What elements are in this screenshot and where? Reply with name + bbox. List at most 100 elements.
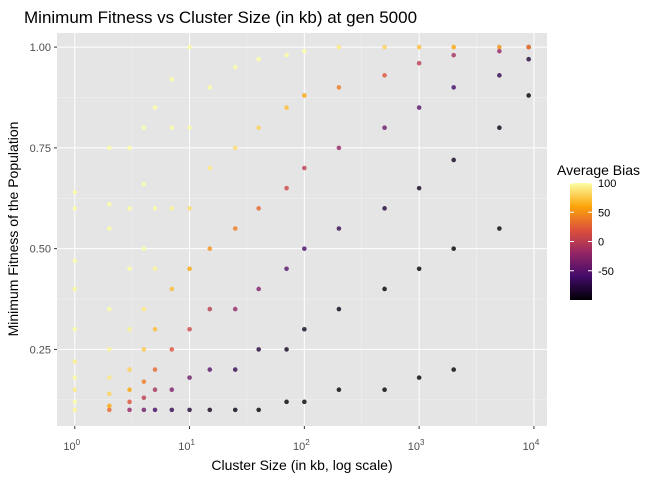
scatter-point bbox=[336, 44, 342, 50]
scatter-point bbox=[169, 347, 175, 352]
scatter-points bbox=[72, 44, 531, 413]
scatter-point bbox=[169, 206, 175, 211]
y-tick-label: 0.50 bbox=[30, 244, 51, 256]
scatter-point bbox=[72, 359, 78, 364]
scatter-point bbox=[302, 399, 307, 405]
scatter-point bbox=[302, 165, 307, 171]
scatter-point bbox=[187, 266, 192, 272]
scatter-point bbox=[256, 286, 261, 292]
colorbar-tick-label: 100 bbox=[598, 178, 616, 190]
scatter-point bbox=[187, 44, 192, 50]
scatter-point bbox=[141, 125, 147, 131]
x-tick-label: 100 bbox=[63, 438, 80, 453]
scatter-point bbox=[232, 367, 238, 372]
scatter-point bbox=[232, 226, 238, 231]
colorbar-tick-label: 0 bbox=[598, 237, 604, 249]
scatter-point bbox=[207, 165, 213, 171]
scatter-point bbox=[497, 226, 502, 231]
scatter-point bbox=[169, 77, 175, 82]
scatter-point bbox=[284, 266, 289, 272]
scatter-point bbox=[526, 93, 531, 98]
scatter-point bbox=[72, 258, 78, 264]
scatter-point bbox=[152, 387, 158, 393]
scatter-point bbox=[107, 145, 112, 151]
scatter-point bbox=[284, 399, 289, 405]
scatter-point bbox=[336, 306, 342, 312]
scatter-point bbox=[72, 387, 78, 393]
chart-title: Minimum Fitness vs Cluster Size (in kb) … bbox=[24, 8, 417, 27]
scatter-point bbox=[256, 407, 261, 413]
scatter-point bbox=[107, 202, 112, 207]
scatter-point bbox=[72, 189, 78, 195]
scatter-point bbox=[187, 326, 192, 332]
scatter-point bbox=[382, 125, 387, 131]
scatter-point bbox=[127, 367, 132, 372]
scatter-point bbox=[416, 266, 422, 272]
scatter-point bbox=[152, 407, 158, 413]
scatter-point bbox=[187, 375, 192, 380]
scatter-point bbox=[302, 93, 307, 98]
scatter-point bbox=[152, 326, 158, 332]
colorbar-tick-label: -50 bbox=[598, 266, 614, 278]
scatter-point bbox=[152, 105, 158, 110]
scatter-point bbox=[141, 306, 147, 312]
scatter-point bbox=[127, 266, 132, 272]
scatter-point bbox=[72, 375, 78, 380]
scatter-point bbox=[284, 105, 289, 110]
y-tick-label: 0.75 bbox=[30, 143, 51, 155]
x-axis-ticks: 100 101 102 103 104 bbox=[63, 426, 540, 453]
scatter-point bbox=[169, 286, 175, 292]
scatter-point bbox=[416, 375, 422, 380]
scatter-point bbox=[497, 48, 502, 54]
scatter-point bbox=[232, 64, 238, 70]
y-tick-label: 0.25 bbox=[30, 344, 51, 356]
scatter-point bbox=[256, 56, 261, 62]
scatter-point bbox=[107, 306, 112, 312]
scatter-point bbox=[336, 85, 342, 90]
scatter-point bbox=[497, 73, 502, 78]
scatter-point bbox=[451, 367, 456, 372]
scatter-point bbox=[256, 347, 261, 352]
scatter-point bbox=[232, 407, 238, 413]
scatter-point bbox=[72, 407, 78, 413]
scatter-point bbox=[284, 347, 289, 352]
scatter-point bbox=[127, 206, 132, 211]
x-tick-label: 101 bbox=[178, 438, 195, 453]
y-tick-label: 1.00 bbox=[30, 42, 51, 54]
scatter-point bbox=[207, 367, 213, 372]
scatter-point bbox=[127, 399, 132, 405]
scatter-point bbox=[284, 52, 289, 58]
scatter-point bbox=[187, 206, 192, 211]
scatter-point bbox=[526, 56, 531, 62]
scatter-point bbox=[416, 105, 422, 110]
scatter-point bbox=[451, 85, 456, 90]
scatter-point bbox=[302, 48, 307, 54]
scatter-point bbox=[382, 206, 387, 211]
scatter-point bbox=[526, 44, 531, 50]
scatter-point bbox=[336, 145, 342, 151]
scatter-point bbox=[72, 286, 78, 292]
scatter-point bbox=[336, 226, 342, 231]
scatter-point bbox=[141, 246, 147, 251]
y-axis-ticks: 0.25 0.50 0.75 1.00 bbox=[30, 42, 57, 356]
plot-panel bbox=[57, 33, 547, 426]
scatter-point bbox=[169, 125, 175, 131]
scatter-point bbox=[169, 407, 175, 413]
scatter-point bbox=[72, 206, 78, 211]
scatter-point bbox=[284, 185, 289, 191]
scatter-point bbox=[169, 387, 175, 393]
scatter-point bbox=[207, 306, 213, 312]
scatter-point bbox=[232, 145, 238, 151]
scatter-point bbox=[382, 286, 387, 292]
scatter-point bbox=[497, 125, 502, 131]
scatter-point bbox=[107, 407, 112, 413]
grid-lines bbox=[57, 33, 547, 426]
scatter-point bbox=[497, 44, 502, 50]
scatter-point bbox=[336, 387, 342, 393]
scatter-point bbox=[232, 306, 238, 312]
scatter-point bbox=[127, 326, 132, 332]
scatter-point bbox=[187, 407, 192, 413]
scatter-point bbox=[382, 44, 387, 50]
x-tick-label: 103 bbox=[408, 438, 425, 453]
